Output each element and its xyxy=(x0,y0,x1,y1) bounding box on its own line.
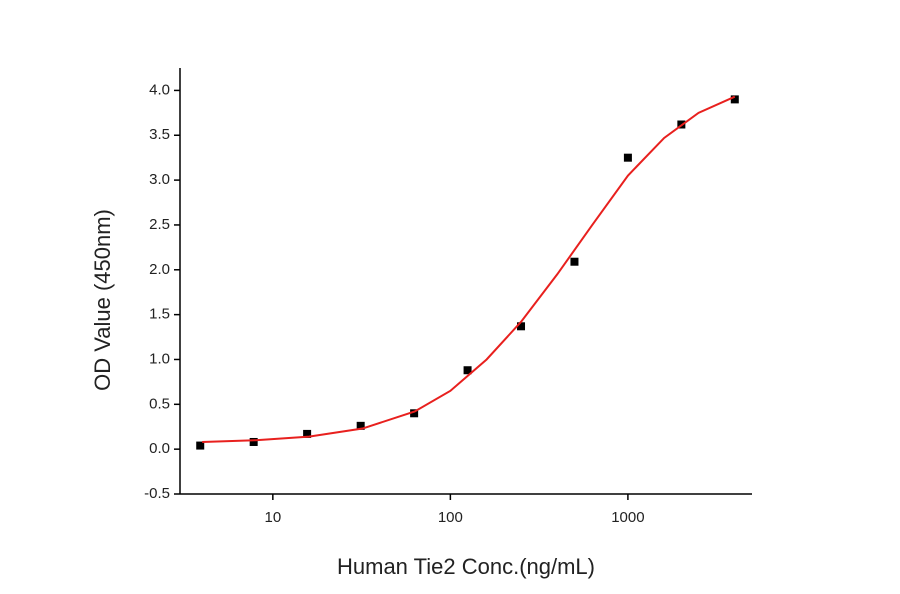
data-point xyxy=(196,441,205,450)
data-point xyxy=(249,437,258,446)
data-point xyxy=(303,429,312,438)
y-tick-label: 2.5 xyxy=(149,216,170,233)
x-tick-label: 1000 xyxy=(611,509,644,526)
y-tick-label: 3.5 xyxy=(149,126,170,143)
data-point xyxy=(356,421,365,430)
y-tick-label: -0.5 xyxy=(144,485,170,502)
data-point xyxy=(517,322,526,331)
data-point xyxy=(570,257,579,266)
data-point xyxy=(463,366,472,375)
x-tick-label: 10 xyxy=(264,509,281,526)
data-point xyxy=(623,153,632,162)
data-point xyxy=(730,95,739,104)
y-tick-label: 2.0 xyxy=(149,261,170,278)
y-tick-label: 1.5 xyxy=(149,306,170,323)
fit-curve xyxy=(202,95,736,443)
data-point xyxy=(410,409,419,418)
x-axis-title: Human Tie2 Conc.(ng/mL) xyxy=(337,554,595,579)
y-tick-label: 0.5 xyxy=(149,395,170,412)
y-tick-label: 1.0 xyxy=(149,350,170,367)
x-tick-label: 100 xyxy=(438,509,463,526)
y-axis-title: OD Value (450nm) xyxy=(90,209,115,391)
y-tick-label: 3.0 xyxy=(149,171,170,188)
y-tick-label: 4.0 xyxy=(149,81,170,98)
y-tick-label: 0.0 xyxy=(149,440,170,457)
